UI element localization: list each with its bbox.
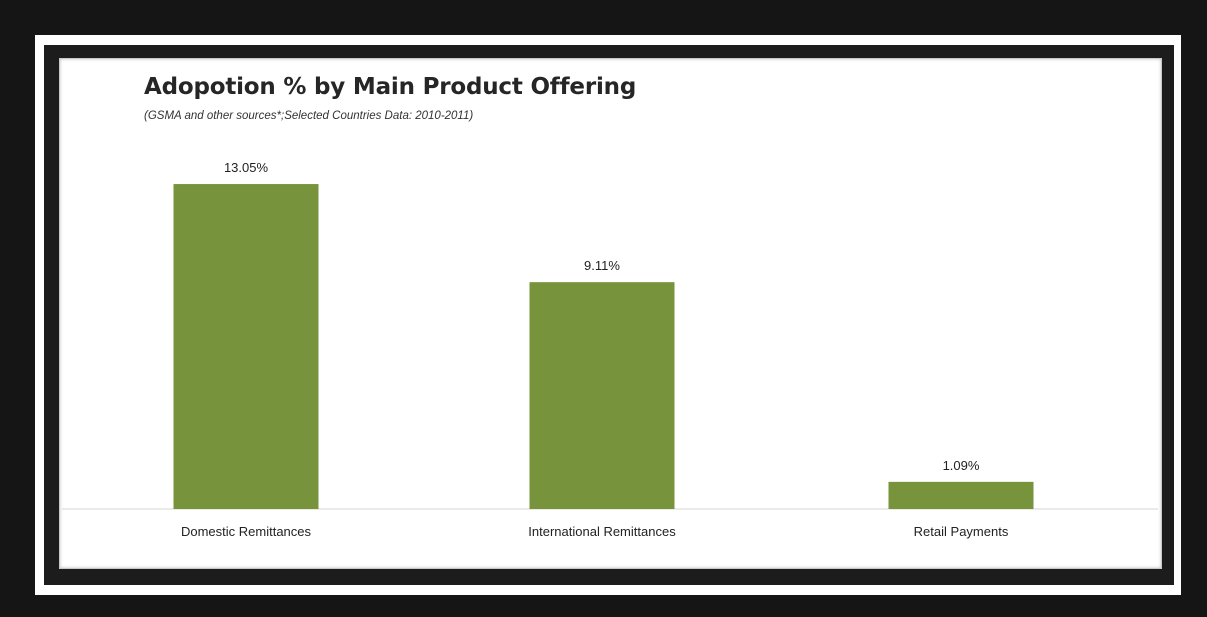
bar [529,282,675,509]
chart-subtitle: (GSMA and other sources*;Selected Countr… [144,110,474,122]
tick-labels-group: Domestic Remittances International Remitt… [181,524,1009,539]
x-tick-label: International Remittances [528,524,676,539]
x-tick-label: Domestic Remittances [181,524,312,539]
bar [173,184,319,509]
data-label: 9.11% [584,258,620,273]
bar [888,481,1034,509]
x-tick-label: Retail Payments [914,524,1009,539]
data-label: 1.09% [943,458,980,473]
data-labels-group: 13.05% 9.11% 1.09% [224,160,980,473]
chart-title: Adopotion % by Main Product Offering [144,74,637,100]
data-label: 13.05% [224,160,269,175]
bars-group [173,184,1034,509]
